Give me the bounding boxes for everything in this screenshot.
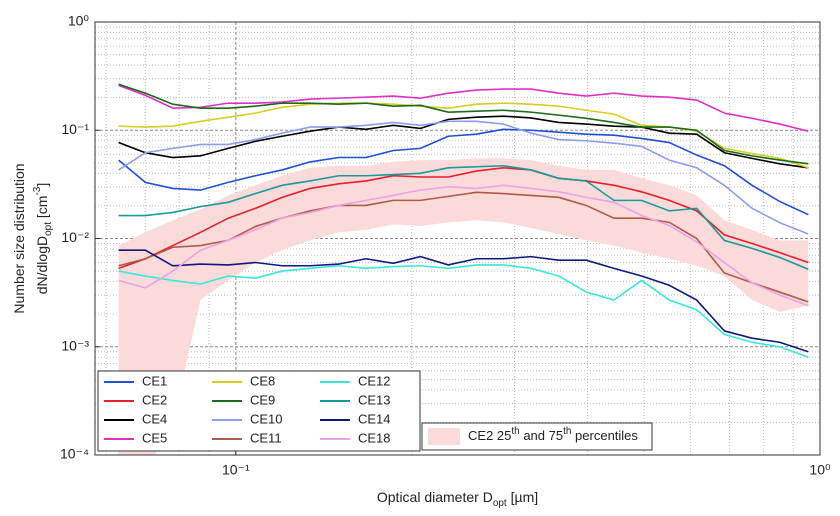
legend: CE1 CE2 CE4 CE5 CE8 CE9 CE10 CE11 CE12 CE13 CE14 CE… (97, 370, 653, 452)
plot (118, 83, 809, 455)
legend-label-part: percentiles (571, 428, 638, 443)
x-tick-label: 10⁰ (809, 462, 831, 478)
legend-label: CE2 25th and 75th percentiles (468, 426, 638, 443)
series-line (118, 128, 809, 216)
y-axis-label-part: -3 (32, 186, 43, 195)
legend-box (421, 422, 653, 451)
y-tick-label: 10⁻⁴ (60, 446, 89, 462)
legend-label: CE14 (358, 411, 391, 426)
x-tick-label: 10⁻¹ (222, 462, 250, 478)
legend-label: CE4 (142, 411, 167, 426)
x-axis-label-part: Optical diameter D (377, 489, 493, 505)
series-line (118, 164, 809, 270)
legend-label-part: CE2 25 (468, 428, 511, 443)
legend-label: CE8 (250, 373, 275, 388)
legend-label: CE9 (250, 392, 275, 407)
y-tick-label: 10⁰ (68, 13, 90, 29)
y-axis-label-part: ] (34, 183, 50, 187)
y-tick-label: 10⁻³ (61, 337, 89, 353)
legend-label-part: and 75 (520, 428, 563, 443)
y-tick-label: 10⁻² (61, 229, 89, 245)
y-axis-label-part: opt (43, 222, 54, 236)
x-axis-label-part: opt (493, 498, 507, 509)
series-line (118, 115, 809, 169)
series-line (118, 83, 809, 165)
y-tick-label: 10⁻¹ (61, 121, 89, 137)
y-axis-label-part: dN/dlogD (34, 236, 50, 294)
legend-box (97, 370, 421, 452)
legend-swatch (428, 428, 460, 445)
legend-label: CE1 (142, 373, 167, 388)
legend-label: CE13 (358, 392, 391, 407)
legend-label: CE12 (358, 373, 391, 388)
legend-label: CE5 (142, 430, 167, 445)
x-axis-label-part: [µm] (507, 489, 538, 505)
y-axis-label: dN/dlogDopt [cm-3] (32, 183, 54, 295)
percentile-band (118, 158, 809, 455)
legend-label: CE18 (358, 430, 391, 445)
series-line (118, 249, 809, 353)
y-axis-label-part: [cm (34, 196, 50, 222)
series-line (118, 184, 809, 307)
legend-label: CE2 (142, 392, 167, 407)
series-line (118, 84, 809, 132)
axes: 10⁻⁴ 10⁻³ 10⁻² 10⁻¹ 10⁰ 10⁻¹ 10⁰ Optical diamet… (11, 13, 831, 509)
y-axis-label: Number size distribution (11, 163, 27, 313)
series-line (118, 120, 809, 235)
series-line (118, 264, 809, 358)
x-axis-label: Optical diameter Dopt [µm] (377, 489, 538, 509)
legend-label: CE10 (250, 411, 283, 426)
legend-label: CE11 (250, 430, 282, 445)
legend-label-part: th (511, 426, 519, 437)
y-axis-label-part: Number size distribution (11, 163, 27, 313)
legend-label-part: th (563, 426, 571, 437)
